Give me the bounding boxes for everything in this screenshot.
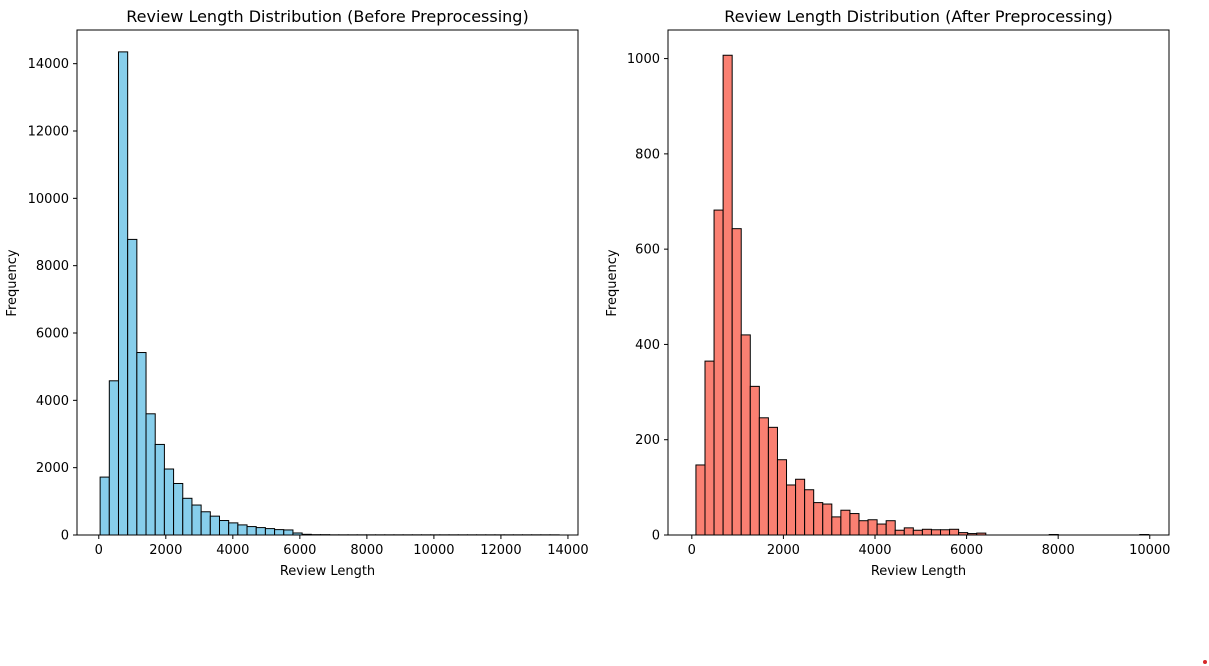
histogram-bar: [173, 482, 184, 536]
x-tick-label: 0: [95, 543, 103, 558]
histogram-bar: [885, 520, 896, 536]
bars: [695, 54, 1150, 536]
histogram-bar: [108, 380, 119, 536]
x-tick-label: 12000: [480, 543, 521, 558]
histogram-bar: [209, 515, 220, 536]
x-tick-label: 8000: [1042, 543, 1075, 558]
histogram-bar: [949, 528, 960, 536]
y-tick-label: 14000: [28, 57, 69, 72]
x-tick-label: 4000: [216, 543, 249, 558]
histogram-bar: [758, 417, 769, 536]
histogram-bar: [237, 524, 248, 536]
histogram-bar: [136, 352, 147, 536]
histogram-bar: [145, 413, 156, 536]
y-axis-label: Frequency: [605, 249, 620, 316]
y-ticks: 0 2000 4000 6000 8000 10000 12000 14000: [28, 57, 77, 544]
chart-title: Review Length Distribution (After Prepro…: [724, 7, 1113, 26]
y-tick-label: 12000: [28, 125, 69, 140]
y-tick-label: 8000: [36, 259, 69, 274]
bars: [99, 51, 560, 536]
y-tick-label: 800: [635, 147, 660, 162]
plot-frame: [667, 29, 1170, 536]
histogram-bar: [154, 443, 165, 536]
histogram-bar: [191, 504, 202, 536]
y-tick-label: 4000: [36, 394, 69, 409]
histogram-bar: [831, 516, 842, 536]
x-tick-label: 4000: [858, 543, 891, 558]
histogram-bar: [795, 478, 806, 536]
histogram-bar: [786, 484, 797, 536]
y-tick-label: 2000: [36, 461, 69, 476]
histogram-bar: [218, 520, 230, 536]
histogram-bar: [749, 385, 760, 536]
histogram-bar: [246, 526, 257, 536]
histogram-bar: [903, 527, 914, 536]
histogram-bar: [274, 529, 285, 536]
y-tick-label: 400: [635, 338, 660, 353]
histogram-bar: [804, 489, 815, 536]
histogram-bar: [813, 502, 824, 536]
y-tick-label: 200: [635, 433, 660, 448]
y-tick-label: 6000: [36, 327, 69, 342]
histogram-bar: [283, 529, 294, 536]
histogram-bar: [99, 476, 110, 536]
histogram-bar: [921, 528, 932, 536]
histogram-bar: [822, 503, 833, 536]
x-tick-label: 2000: [767, 543, 800, 558]
x-tick-label: 0: [688, 543, 696, 558]
histogram-bar: [722, 54, 733, 536]
x-axis-label: Review Length: [280, 564, 375, 579]
histogram-bar: [127, 238, 138, 536]
histogram-bar: [264, 528, 276, 536]
y-tick-label: 0: [652, 529, 660, 544]
chart-title: Review Length Distribution (Before Prepr…: [126, 7, 528, 26]
y-axis-label: Frequency: [5, 249, 20, 316]
panel-before: Review Length Distribution (Before Prepr…: [5, 7, 589, 579]
x-tick-label: 6000: [950, 543, 983, 558]
histogram-bar: [858, 520, 869, 536]
histogram-bar: [849, 513, 860, 536]
plot-frame: [76, 29, 579, 536]
corner-marker-dot: [1203, 660, 1207, 664]
histogram-bar: [840, 509, 851, 536]
histogram-bar: [731, 228, 742, 536]
x-tick-label: 10000: [413, 543, 454, 558]
histogram-bar: [912, 529, 923, 536]
y-tick-label: 600: [635, 243, 660, 258]
y-tick-label: 0: [61, 529, 69, 544]
histogram-bar: [713, 209, 724, 536]
x-ticks: 0 2000 4000 6000 8000 10000 12000 14000: [95, 535, 589, 558]
x-tick-label: 2000: [149, 543, 182, 558]
histogram-bar: [740, 334, 751, 536]
histogram-bar: [767, 426, 778, 536]
histogram-bar: [117, 51, 129, 536]
histogram-bar: [182, 497, 193, 536]
histogram-bar: [255, 527, 266, 536]
x-tick-label: 14000: [547, 543, 588, 558]
histogram-bar: [228, 522, 239, 536]
x-axis-label: Review Length: [871, 564, 966, 579]
y-tick-label: 10000: [28, 192, 69, 207]
histogram-bar: [930, 529, 942, 536]
histogram-bar: [695, 464, 706, 536]
histogram-bar: [876, 523, 887, 536]
histogram-bar: [940, 529, 951, 536]
histogram-bar: [894, 529, 905, 536]
x-tick-label: 10000: [1129, 543, 1170, 558]
panel-after: Review Length Distribution (After Prepro…: [605, 7, 1170, 579]
histogram-bar: [704, 360, 715, 536]
y-tick-label: 1000: [627, 52, 660, 67]
x-tick-label: 8000: [350, 543, 383, 558]
x-ticks: 0 2000 4000 6000 8000 10000: [688, 535, 1170, 558]
histogram-bar: [776, 459, 788, 536]
histogram-bar: [163, 468, 175, 536]
y-ticks: 0 200 400 600 800 1000: [627, 52, 668, 544]
histogram-bar: [867, 519, 878, 536]
x-tick-label: 6000: [283, 543, 316, 558]
histogram-bar: [200, 511, 211, 536]
